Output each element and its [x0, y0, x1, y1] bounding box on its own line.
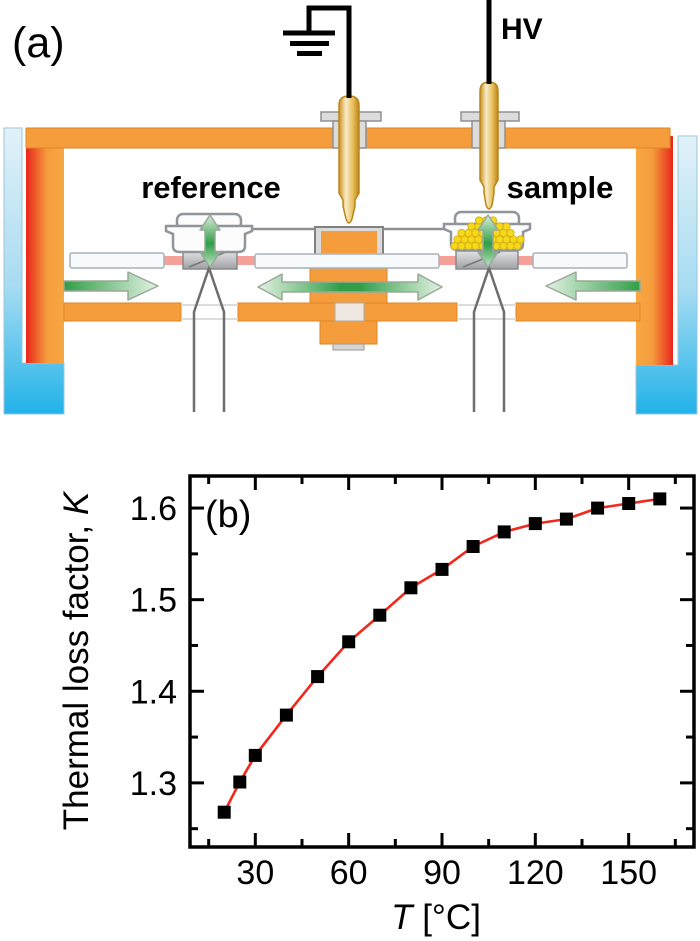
- data-point-marker: [233, 775, 247, 789]
- sample-granule: [516, 235, 525, 244]
- data-point-marker: [497, 525, 511, 539]
- data-point-marker: [373, 608, 387, 622]
- sample-label: sample: [507, 170, 614, 205]
- sensor-rods: [69, 252, 628, 269]
- data-point-marker: [466, 540, 480, 553]
- furnace-shelf: [63, 302, 641, 322]
- x-tick-label: 150: [600, 854, 657, 892]
- hv-label: HV: [501, 13, 543, 46]
- reference-label: reference: [141, 170, 281, 205]
- axis-ticks: [190, 476, 694, 847]
- heat-flow-arrow-sample-vertical: [477, 214, 499, 268]
- data-point-marker: [217, 805, 231, 819]
- ground-symbol-icon: [283, 30, 335, 56]
- left-furnace-wall: [26, 129, 64, 363]
- data-point-marker: [248, 748, 262, 762]
- y-tick-label: 1.5: [130, 582, 177, 620]
- tick-labels: 30 60 90 120 150 1.3 1.4 1.5 1.6: [130, 490, 657, 892]
- sample-granule: [513, 241, 522, 251]
- right-furnace-wall: [636, 136, 673, 365]
- heat-flow-arrow-center: [257, 273, 443, 301]
- data-line: [223, 497, 660, 813]
- data-point-marker: [653, 492, 667, 506]
- data-series: [217, 492, 667, 819]
- y-tick-label: 1.3: [130, 765, 177, 803]
- center-heater-block: [250, 226, 448, 256]
- y-tick-label: 1.6: [130, 490, 177, 528]
- data-point-marker: [622, 497, 636, 510]
- x-tick-label: 30: [236, 854, 274, 892]
- x-tick-label: 90: [423, 854, 461, 892]
- heat-flow-arrow-reference-vertical: [199, 214, 221, 268]
- y-tick-label: 1.4: [130, 673, 177, 711]
- data-point-marker: [559, 512, 573, 526]
- data-point-marker: [279, 708, 293, 722]
- hv-electrode-icon: [479, 81, 499, 210]
- data-point-marker: [591, 501, 605, 515]
- sample-thermocouple-icon: [472, 264, 506, 412]
- x-axis-title: T [°C]: [391, 898, 481, 937]
- x-tick-label: 60: [330, 854, 368, 892]
- sample-granule: [506, 228, 515, 238]
- data-point-marker: [342, 635, 356, 649]
- heat-flow-arrow-right: [545, 271, 641, 301]
- ground-wire: [306, 5, 352, 98]
- heat-flow-arrow-left: [63, 271, 159, 301]
- reference-thermocouple-icon: [192, 264, 226, 412]
- x-tick-label: 120: [507, 854, 564, 892]
- right-coolant-jacket: [635, 135, 698, 415]
- ground-electrode-icon: [338, 95, 360, 224]
- y-axis-title: Thermal loss factor, K: [57, 490, 96, 830]
- panel-b-label: (b): [205, 494, 251, 536]
- panel-a-label: (a): [12, 19, 65, 67]
- data-point-marker: [435, 562, 449, 576]
- sample-granule: [502, 222, 511, 231]
- data-point-marker: [404, 581, 418, 595]
- data-point-marker: [528, 517, 542, 531]
- plot-frame: [188, 474, 696, 849]
- data-point-marker: [311, 670, 325, 684]
